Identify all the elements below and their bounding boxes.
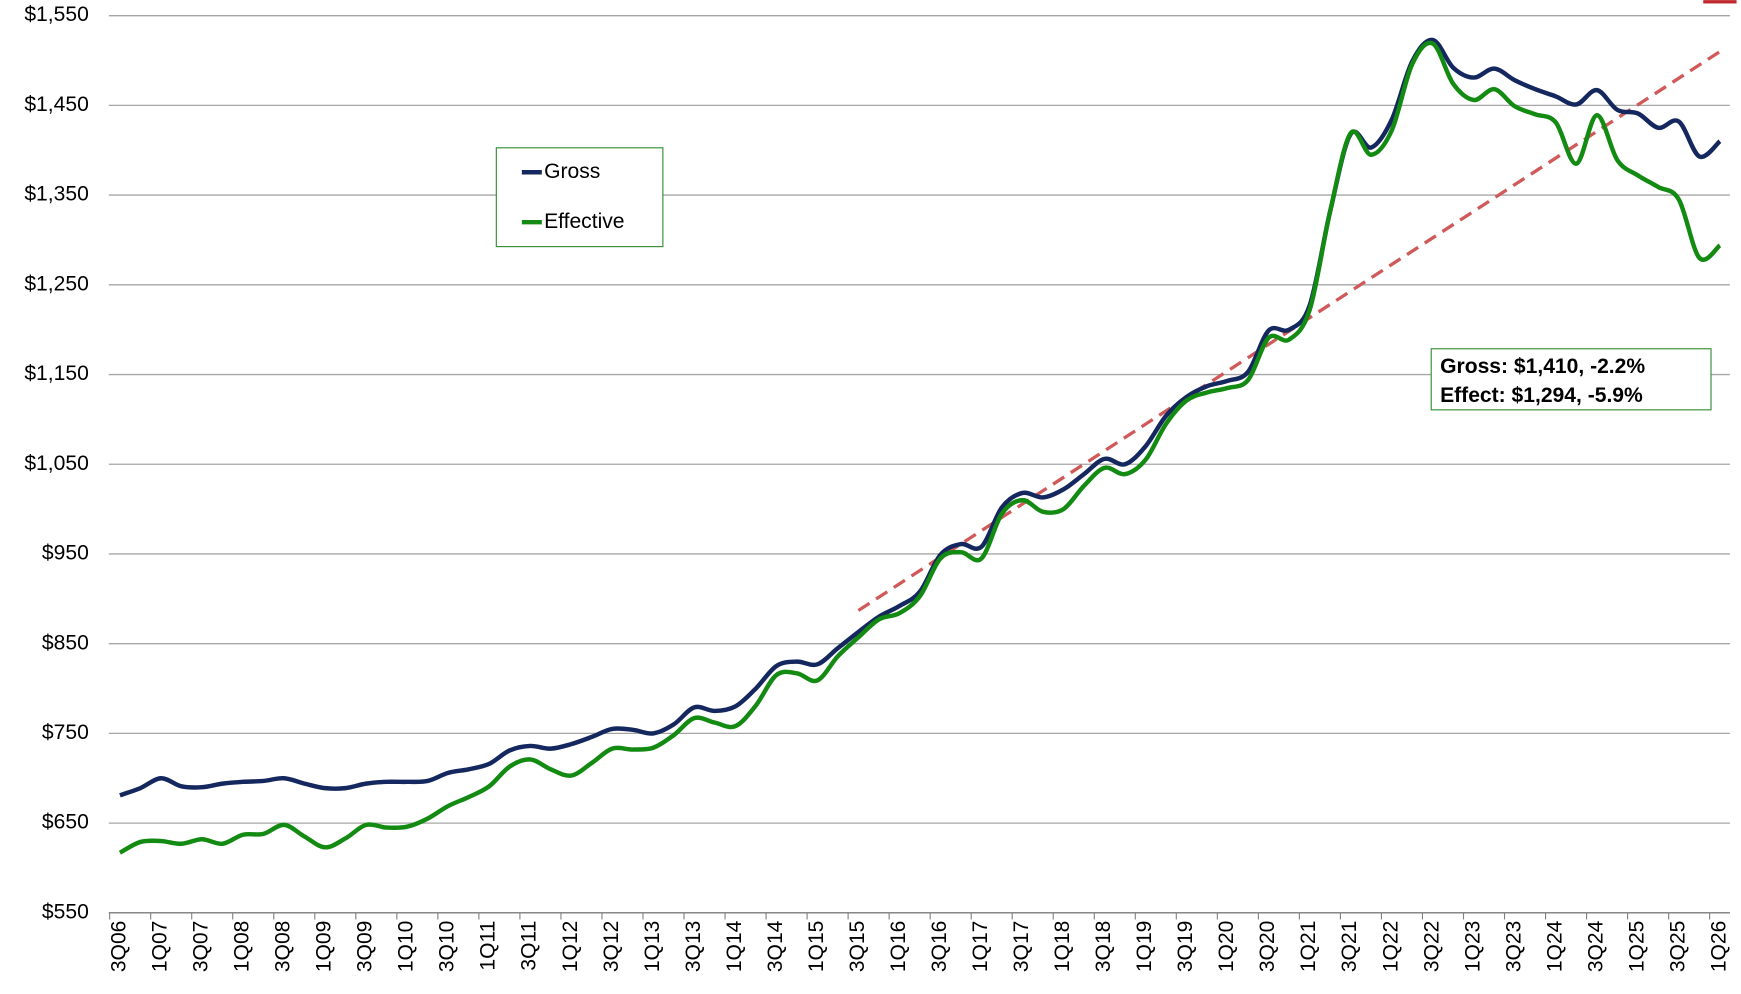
x-tick-label: 1Q17 — [969, 921, 992, 973]
annotation-box — [1430, 348, 1712, 411]
y-tick-label: $950 — [42, 542, 89, 565]
x-tick-label: 3Q16 — [928, 921, 951, 973]
y-tick-label: $650 — [42, 811, 89, 834]
x-tick-label: 3Q14 — [764, 920, 787, 972]
x-tick-label: 3Q20 — [1256, 921, 1279, 973]
x-tick-label: 3Q22 — [1420, 921, 1443, 973]
x-tick-label: 1Q20 — [1215, 921, 1238, 973]
x-tick-label: 3Q17 — [1010, 921, 1033, 973]
x-tick-label: 1Q25 — [1625, 921, 1648, 973]
x-tick-label: 3Q19 — [1174, 921, 1197, 973]
x-tick-label: 1Q19 — [1133, 921, 1156, 973]
x-tick-label: 3Q25 — [1666, 921, 1689, 973]
x-tick-label: 1Q12 — [559, 921, 582, 973]
x-tick-label: 3Q11 — [518, 921, 541, 971]
x-tick-label: 3Q23 — [1502, 921, 1525, 973]
x-tick-label: 1Q14 — [723, 920, 746, 972]
x-tick-label: 1Q07 — [149, 921, 172, 973]
x-tick-label: 3Q13 — [682, 921, 705, 973]
x-tick-label: 3Q15 — [846, 921, 869, 973]
x-tick-label: 3Q07 — [190, 921, 213, 973]
annotation: Gross: $1,410, -2.2% Effect: $1,294, -5.9… — [1430, 348, 1712, 411]
x-tick-label: 1Q16 — [887, 921, 910, 973]
x-tick-label: 3Q08 — [272, 921, 295, 973]
x-tick-label: 3Q06 — [107, 921, 130, 973]
y-tick-label: $1,350 — [24, 183, 88, 206]
x-tick-label: 1Q18 — [1051, 921, 1074, 973]
y-tick-label: $1,250 — [24, 272, 88, 295]
y-tick-label: $1,450 — [24, 93, 88, 116]
y-tick-label: $550 — [42, 900, 89, 923]
x-tick-label: 3Q12 — [600, 921, 623, 973]
x-tick-label: 3Q10 — [436, 921, 459, 973]
y-tick-label: $1,550 — [24, 3, 88, 26]
x-tick-label: 1Q23 — [1461, 921, 1484, 973]
x-tick-label: 1Q15 — [805, 921, 828, 973]
legend-label: Effective — [544, 210, 624, 233]
x-tick-label: 1Q21 — [1297, 921, 1320, 973]
y-tick-label: $750 — [42, 721, 89, 744]
legend: Gross Effective — [495, 147, 664, 248]
x-tick-label: 1Q22 — [1379, 921, 1402, 973]
corner-mark — [1703, 0, 1737, 4]
series-line — [118, 40, 1722, 855]
x-tick-label: 1Q24 — [1543, 920, 1566, 972]
x-tick-label: 1Q13 — [641, 921, 664, 973]
legend-label: Gross — [544, 160, 600, 183]
x-tick-label: 3Q21 — [1338, 921, 1361, 973]
x-tick-label: 1Q09 — [313, 921, 336, 973]
legend-box — [495, 147, 664, 248]
annotation-text: Effect: $1,294, -5.9% — [1440, 384, 1643, 407]
y-tick-label: $1,050 — [24, 452, 88, 475]
y-tick-label: $1,150 — [24, 362, 88, 385]
x-tick-label: 1Q08 — [231, 921, 254, 973]
x-tick-label: 3Q09 — [354, 921, 377, 973]
x-tick-label: 1Q26 — [1707, 921, 1730, 973]
series-line — [119, 37, 1722, 798]
x-tick-label: 3Q24 — [1584, 920, 1607, 972]
x-tick-label: 1Q11 — [477, 921, 500, 971]
x-tick-label: 3Q18 — [1092, 921, 1115, 973]
annotation-text: Gross: $1,410, -2.2% — [1440, 355, 1645, 378]
x-tick-label: 1Q10 — [395, 921, 418, 973]
y-tick-label: $850 — [42, 631, 89, 654]
